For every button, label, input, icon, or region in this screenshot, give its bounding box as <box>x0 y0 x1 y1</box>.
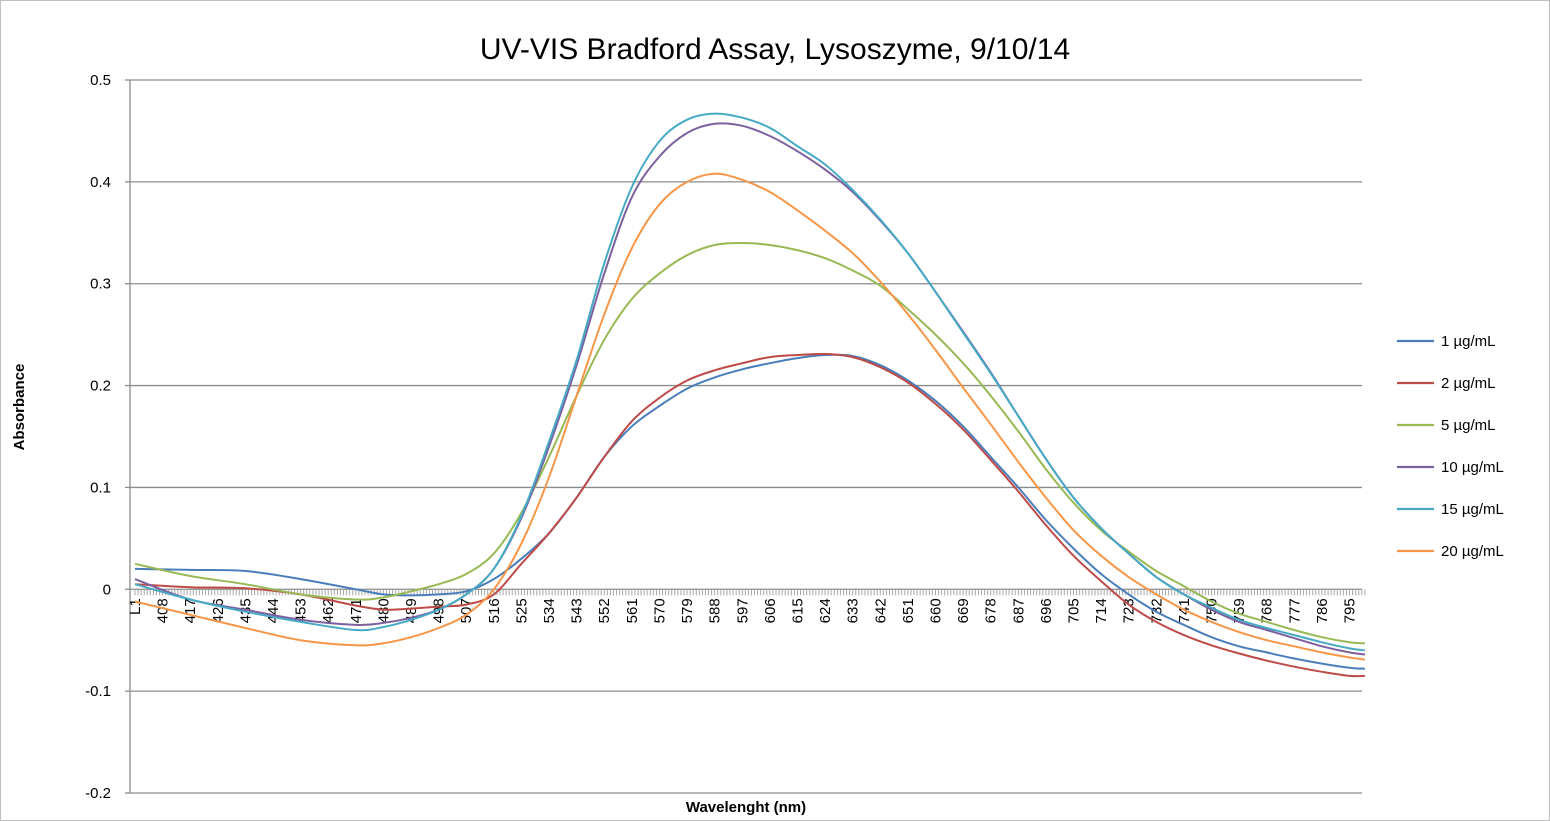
x-tick-label: 561 <box>624 598 641 623</box>
x-tick-label: 651 <box>900 598 917 623</box>
x-tick-label: 462 <box>320 598 337 623</box>
chart-title: UV-VIS Bradford Assay, Lysoszyme, 9/10/1… <box>480 33 1070 66</box>
series-line-3 <box>134 122 1366 656</box>
x-tick-label: 642 <box>872 598 889 623</box>
series-line-5 <box>134 172 1366 661</box>
x-tick-label: 759 <box>1231 598 1248 623</box>
x-tick-label: 597 <box>734 598 751 623</box>
y-tick-label: -0.1 <box>85 683 111 700</box>
x-tick-label: 678 <box>983 598 1000 623</box>
y-tick-labels: 0.5 0.4 0.3 0.2 0.1 0 -0.1 -0.2 <box>85 72 111 802</box>
x-tick-label: 624 <box>817 598 834 623</box>
legend-item: 5 µg/mL <box>1397 417 1496 434</box>
x-tick-label: 408 <box>155 598 172 623</box>
legend-item: 20 µg/mL <box>1397 543 1504 560</box>
y-tick-label: 0.2 <box>90 378 111 395</box>
x-tick-label: 633 <box>845 598 862 623</box>
x-tick-label: 552 <box>596 598 613 623</box>
x-tick-label: 480 <box>375 598 392 623</box>
x-tick-label: 444 <box>265 598 282 623</box>
x-tick-label: 723 <box>1121 598 1138 623</box>
x-tick-label: 705 <box>1066 598 1083 623</box>
x-tick-label: 615 <box>789 598 806 623</box>
x-tick-label: 516 <box>486 598 503 623</box>
x-tick-label: 453 <box>293 598 310 623</box>
x-tick-label: 588 <box>707 598 724 623</box>
legend-item: 1 µg/mL <box>1397 333 1496 350</box>
legend-label: 1 µg/mL <box>1441 333 1496 350</box>
series-line-2 <box>134 241 1365 645</box>
x-tick-label: 696 <box>1038 598 1055 623</box>
y-tick-label: 0.1 <box>90 479 111 496</box>
y-tick-label: -0.2 <box>85 785 111 802</box>
legend-label: 5 µg/mL <box>1441 417 1496 434</box>
x-tick-label: 786 <box>1314 598 1331 623</box>
x-tick-label: 714 <box>1093 598 1110 623</box>
x-tick-labels: L1 408 417 426 435 444 453 462 471 480 489 498 507 51… <box>127 598 1359 623</box>
legend-label: 2 µg/mL <box>1441 375 1496 392</box>
x-tick-label: 660 <box>927 598 944 623</box>
x-tick-label: 579 <box>679 598 696 623</box>
legend-item: 15 µg/mL <box>1397 501 1504 518</box>
x-tick-label: 534 <box>541 598 558 623</box>
legend-label: 10 µg/mL <box>1441 459 1504 476</box>
x-axis-title: Wavelenght (nm) <box>686 799 806 816</box>
series-lines <box>134 112 1366 678</box>
x-tick-label: 525 <box>513 598 530 623</box>
x-tick-label: 543 <box>569 598 586 623</box>
legend-item: 2 µg/mL <box>1397 375 1496 392</box>
legend-label: 15 µg/mL <box>1441 501 1504 518</box>
legend-item: 10 µg/mL <box>1397 459 1504 476</box>
x-tick-label: 768 <box>1259 598 1276 623</box>
gridlines <box>130 79 1362 794</box>
x-tick-label: 606 <box>762 598 779 623</box>
series-line-1 <box>134 352 1365 678</box>
legend-label: 20 µg/mL <box>1441 543 1504 560</box>
y-tick-label: 0.4 <box>90 174 111 191</box>
series-line-4 <box>134 112 1366 652</box>
x-tick-label: 732 <box>1148 598 1165 623</box>
x-tick-label: 417 <box>182 598 199 623</box>
x-tick-label: 498 <box>431 598 448 623</box>
x-tick-label: 687 <box>1010 598 1027 623</box>
x-tick-label: 795 <box>1342 598 1359 623</box>
x-tick-label: 570 <box>651 598 668 623</box>
x-tick-label: 471 <box>348 598 365 623</box>
x-tick-label: 669 <box>955 598 972 623</box>
y-tick-label: 0.5 <box>90 72 111 89</box>
legend: 1 µg/mL 2 µg/mL 5 µg/mL 10 µg/mL 15 µg/mL 20 … <box>1397 333 1504 560</box>
x-tick-label: 777 <box>1286 598 1303 623</box>
axes <box>125 79 1366 794</box>
y-axis-title: Absorbance <box>11 364 28 451</box>
y-tick-label: 0.3 <box>90 276 111 293</box>
y-tick-label: 0 <box>103 581 111 598</box>
series-line-0 <box>134 353 1365 670</box>
